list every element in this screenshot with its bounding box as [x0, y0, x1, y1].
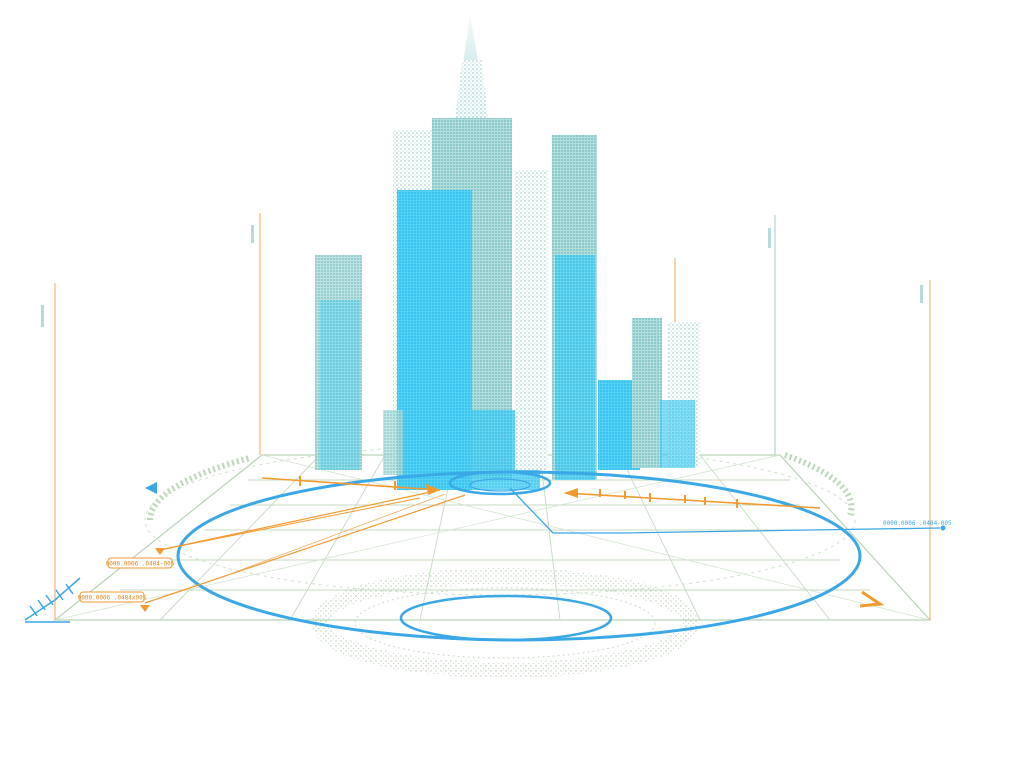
scale-posts: [41, 213, 931, 620]
callout-left-lower: 0000.0006 .0484x005: [78, 591, 147, 603]
buildings: [315, 15, 700, 490]
right-readout-text: 0000.0006 .0484-005: [883, 520, 952, 527]
hologram-rings: [176, 470, 946, 642]
building-tower: [632, 318, 662, 468]
left-readout-lower-text: 0000.0006 .0484x005: [78, 595, 147, 602]
building-tower: [515, 170, 548, 470]
left-markers: [24, 482, 157, 623]
callout-left-upper: 0000.0006 .0484-005: [106, 557, 175, 569]
orange-scan-lines: [140, 476, 885, 612]
left-readout-upper-text: 0000.0006 .0484-005: [106, 561, 175, 568]
direction-arrow-icon: [145, 482, 157, 494]
callout-right: 0000.0006 .0484-005: [883, 520, 952, 527]
building-tower: [397, 190, 472, 490]
